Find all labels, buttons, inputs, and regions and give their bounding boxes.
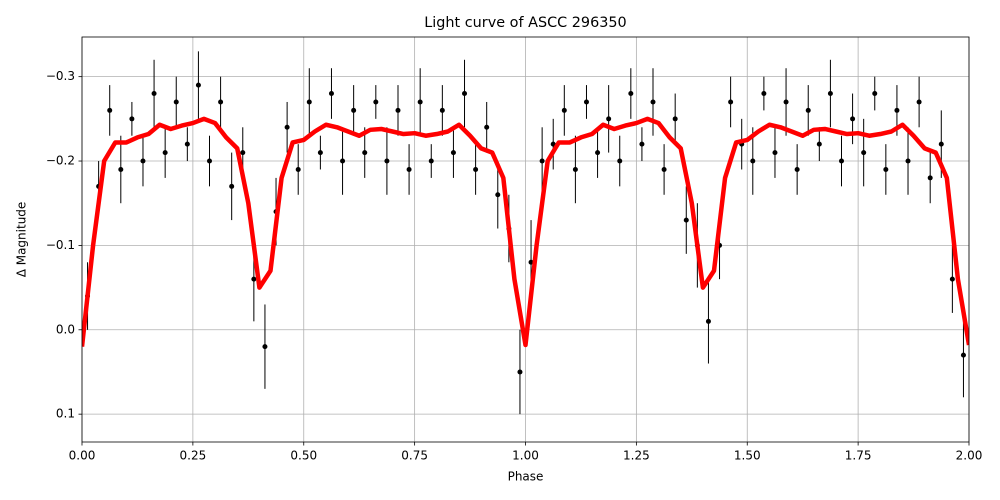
plot-frame xyxy=(81,36,970,443)
data-point xyxy=(351,107,357,113)
data-point xyxy=(495,192,501,198)
data-point xyxy=(362,150,368,156)
data-point xyxy=(118,166,124,172)
data-point xyxy=(162,150,168,156)
data-point xyxy=(561,107,567,113)
data-point xyxy=(195,82,201,88)
data-point xyxy=(905,158,911,164)
y-tick-label: 0.1 xyxy=(56,407,75,421)
data-point xyxy=(395,107,401,113)
data-point xyxy=(328,91,334,97)
data-point xyxy=(462,91,468,97)
y-tick-label: −0.1 xyxy=(46,238,75,252)
data-point xyxy=(129,116,135,122)
y-axis-label: Δ Magnitude xyxy=(15,202,29,278)
y-tick-label: −0.3 xyxy=(46,69,75,83)
data-point xyxy=(484,124,490,130)
data-point xyxy=(595,150,601,156)
data-point xyxy=(583,99,589,105)
data-point xyxy=(661,166,667,172)
data-point xyxy=(772,150,778,156)
data-point xyxy=(417,99,423,105)
data-point xyxy=(517,369,523,375)
data-point xyxy=(894,107,900,113)
data-point xyxy=(650,99,656,105)
data-point xyxy=(317,150,323,156)
data-point xyxy=(883,166,889,172)
data-point xyxy=(450,150,456,156)
data-point xyxy=(207,158,213,164)
data-point xyxy=(850,116,856,122)
data-point xyxy=(428,158,434,164)
data-point xyxy=(151,91,157,97)
data-point xyxy=(528,259,534,265)
data-point xyxy=(406,166,412,172)
data-point xyxy=(107,107,113,113)
x-tick-label: 0.75 xyxy=(401,449,428,463)
plot-area xyxy=(82,51,969,415)
x-tick-label: 1.25 xyxy=(623,449,650,463)
data-point xyxy=(816,141,822,147)
data-point xyxy=(960,352,966,358)
data-point xyxy=(572,166,578,172)
data-point xyxy=(783,99,789,105)
x-tick-label: 0.25 xyxy=(180,449,207,463)
data-point xyxy=(683,217,689,223)
data-point xyxy=(439,107,445,113)
x-tick-label: 1.75 xyxy=(845,449,872,463)
x-axis-label: Phase xyxy=(508,470,544,484)
x-tick-label: 1.50 xyxy=(734,449,761,463)
x-tick-label: 0.50 xyxy=(290,449,317,463)
data-point xyxy=(938,141,944,147)
chart-title: Light curve of ASCC 296350 xyxy=(424,15,626,31)
data-point xyxy=(838,158,844,164)
data-point xyxy=(373,99,379,105)
data-point xyxy=(295,166,301,172)
data-point xyxy=(240,150,246,156)
x-tick-label: 2.00 xyxy=(956,449,983,463)
data-point xyxy=(340,158,346,164)
data-point xyxy=(218,99,224,105)
data-point xyxy=(617,158,623,164)
y-tick-label: −0.2 xyxy=(46,154,75,168)
data-point xyxy=(229,183,235,189)
data-point xyxy=(927,175,933,181)
data-point xyxy=(284,124,290,130)
data-point xyxy=(949,276,955,282)
data-point xyxy=(728,99,734,105)
data-point xyxy=(251,276,257,282)
data-point xyxy=(794,166,800,172)
data-point xyxy=(827,91,833,97)
axes: 0.00 0.25 0.50 0.75 1.00 1.25 1.50 1.75 2.00 −0.3… xyxy=(46,69,983,462)
data-point xyxy=(173,99,179,105)
data-point xyxy=(306,99,312,105)
data-point xyxy=(705,318,711,324)
data-point xyxy=(672,116,678,122)
data-point xyxy=(861,150,867,156)
x-tick-label: 1.00 xyxy=(512,449,539,463)
x-tick-label: 0.00 xyxy=(69,449,96,463)
data-point xyxy=(606,116,612,122)
data-point xyxy=(628,91,634,97)
data-point xyxy=(639,141,645,147)
data-point xyxy=(872,91,878,97)
data-point xyxy=(140,158,146,164)
data-point xyxy=(805,107,811,113)
data-point xyxy=(262,344,268,350)
data-point xyxy=(384,158,390,164)
data-point xyxy=(761,91,767,97)
smoothed-curve xyxy=(82,116,969,348)
data-point xyxy=(473,166,479,172)
data-point xyxy=(916,99,922,105)
data-point xyxy=(750,158,756,164)
data-point xyxy=(539,158,545,164)
data-point xyxy=(184,141,190,147)
y-tick-label: 0.0 xyxy=(56,322,75,336)
